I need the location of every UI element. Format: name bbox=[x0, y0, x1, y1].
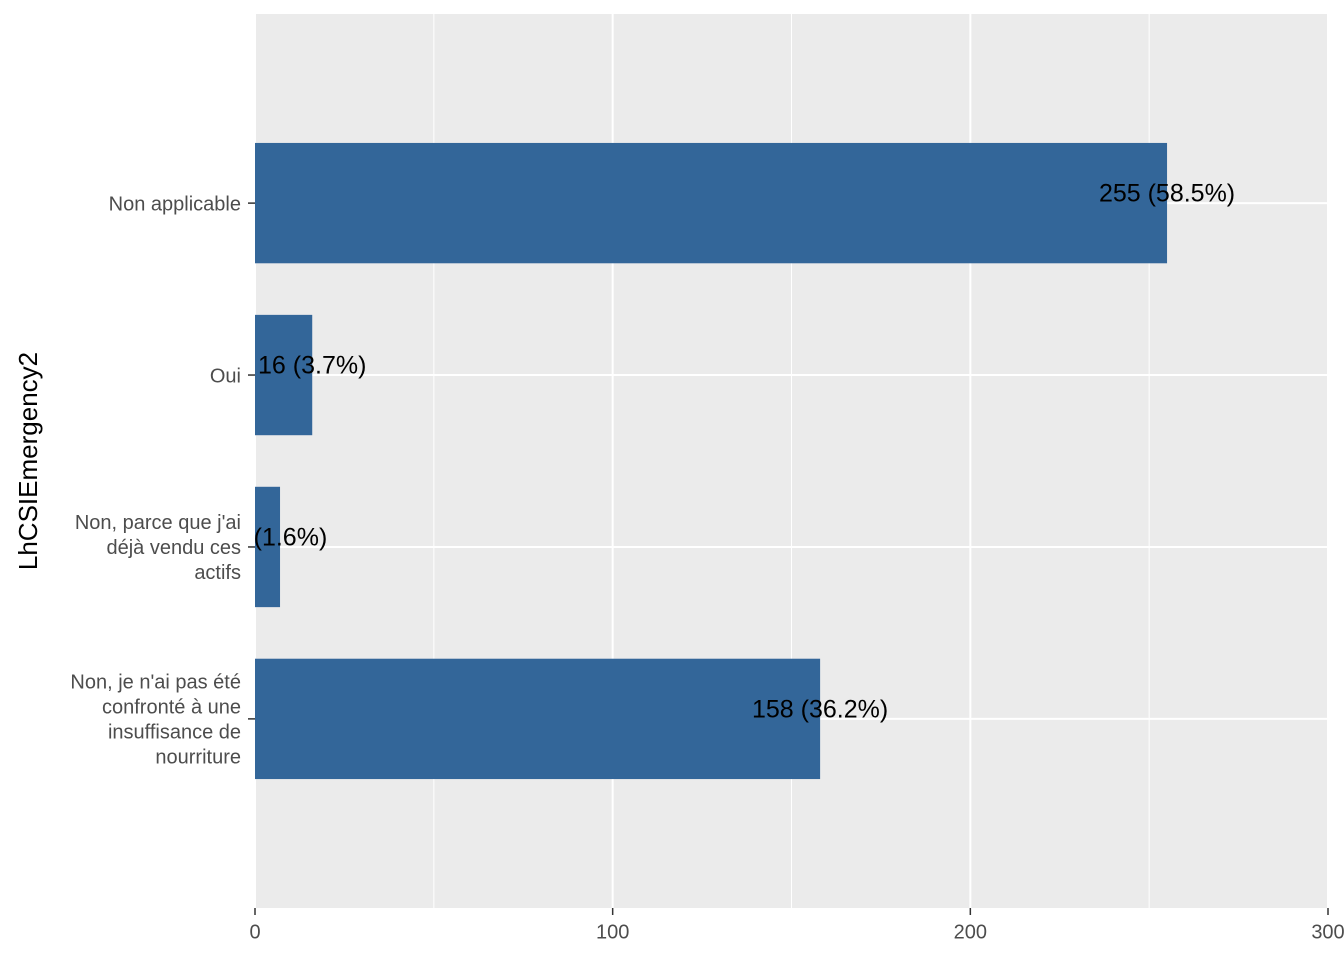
value-label: 16 (3.7%) bbox=[258, 352, 366, 380]
bar bbox=[255, 486, 281, 608]
x-tick-label: 200 bbox=[954, 921, 987, 943]
marks: 255 (58.5%) 16 (3.7%) 7 (1.6%) 158 (36.2%) bbox=[233, 142, 1235, 780]
bar bbox=[255, 142, 1168, 264]
value-label: 7 (1.6%) bbox=[233, 524, 327, 552]
y-tick-label: Non applicable bbox=[109, 193, 241, 215]
bar bbox=[255, 314, 313, 436]
x-tick-label: 100 bbox=[596, 921, 629, 943]
y-tick-label: Oui bbox=[210, 365, 241, 387]
y-axis-title: LhCSIEmergency2 bbox=[13, 352, 43, 570]
y-tick-label: Non, je n'ai pas été confronté à une insuf… bbox=[70, 672, 241, 769]
axes: 0 100 200 300 Non applicable Oui Non, parce qu… bbox=[70, 193, 1344, 943]
x-tick-label: 0 bbox=[249, 921, 260, 943]
bar bbox=[255, 658, 821, 780]
y-tick-label: Non, parce que j'ai déjà vendu ces actifs bbox=[75, 512, 241, 584]
value-label: 255 (58.5%) bbox=[1099, 180, 1235, 208]
x-tick-label: 300 bbox=[1311, 921, 1344, 943]
value-label: 158 (36.2%) bbox=[752, 695, 888, 723]
